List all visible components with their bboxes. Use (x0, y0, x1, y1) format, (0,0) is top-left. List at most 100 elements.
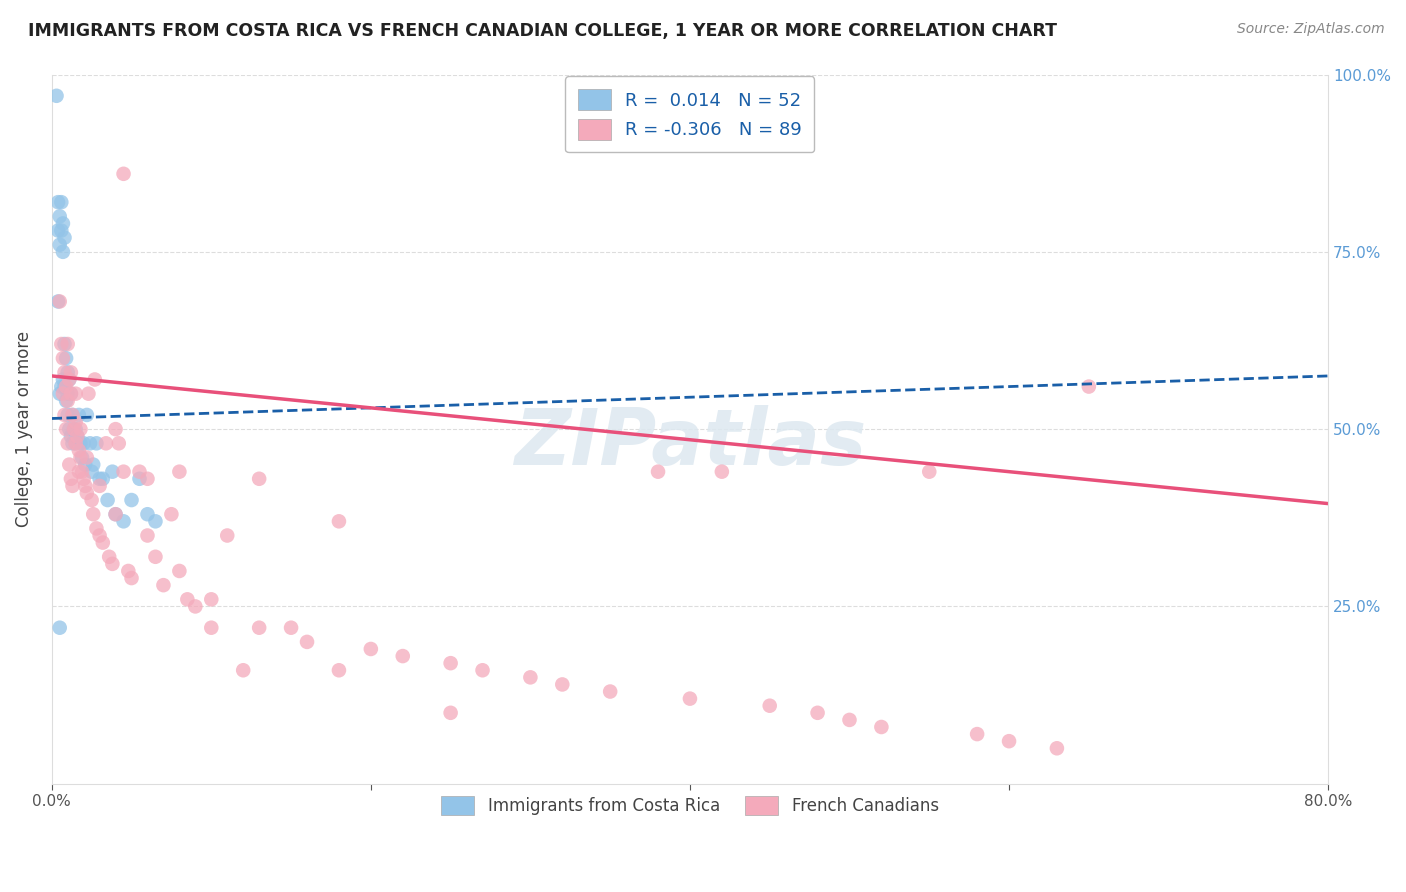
Point (48, 294, 70, 309)
Point (104, 507, 127, 521)
Point (121, 571, 143, 585)
Point (51, 379, 73, 393)
Text: IMMIGRANTS FROM COSTA RICA VS FRENCH CANADIAN COLLEGE, 1 YEAR OR MORE CORRELATIO: IMMIGRANTS FROM COSTA RICA VS FRENCH CAN… (28, 22, 1057, 40)
Point (69, 450, 91, 465)
Point (152, 578, 174, 592)
Point (52, 217, 75, 231)
Point (439, 656, 461, 670)
Point (89, 479, 111, 493)
Point (1046, 741, 1069, 756)
Point (82, 507, 104, 521)
Point (65, 386, 87, 401)
Point (56, 386, 79, 401)
Point (247, 472, 270, 486)
Point (62, 408, 84, 422)
Point (45, 88, 67, 103)
Point (551, 677, 574, 691)
Point (145, 549, 167, 564)
Point (160, 507, 183, 521)
Point (112, 167, 135, 181)
Legend: Immigrants from Costa Rica, French Canadians: Immigrants from Costa Rica, French Canad… (432, 786, 949, 825)
Point (65, 436, 87, 450)
Point (519, 670, 541, 684)
Point (55, 393, 77, 408)
Point (145, 514, 167, 528)
Point (62, 436, 84, 450)
Point (79, 436, 101, 450)
Point (67, 408, 90, 422)
Point (136, 472, 159, 486)
Point (48, 621, 70, 635)
Point (200, 592, 222, 607)
Point (73, 436, 96, 450)
Point (966, 727, 988, 741)
Point (599, 684, 621, 698)
Point (98, 549, 121, 564)
Point (56, 393, 79, 408)
Point (101, 557, 124, 571)
Point (76, 486, 98, 500)
Point (86, 521, 108, 535)
Point (56, 365, 79, 379)
Point (55, 422, 77, 436)
Point (75, 479, 97, 493)
Point (53, 337, 76, 351)
Point (69, 422, 91, 436)
Point (838, 713, 860, 727)
Point (107, 436, 129, 450)
Point (136, 528, 159, 542)
Point (328, 514, 350, 528)
Point (104, 507, 127, 521)
Point (62, 408, 84, 422)
Point (112, 465, 135, 479)
Point (58, 372, 80, 386)
Point (200, 621, 222, 635)
Point (391, 649, 413, 664)
Point (280, 621, 302, 635)
Point (53, 408, 76, 422)
Point (169, 564, 191, 578)
Point (53, 230, 76, 244)
Point (62, 479, 84, 493)
Point (51, 337, 73, 351)
Point (52, 244, 75, 259)
Y-axis label: College, 1 year or more: College, 1 year or more (15, 331, 32, 527)
Point (710, 465, 733, 479)
Point (46, 195, 69, 210)
Point (439, 706, 461, 720)
Point (295, 635, 318, 649)
Point (184, 599, 207, 614)
Point (48, 237, 70, 252)
Point (58, 458, 80, 472)
Point (53, 365, 76, 379)
Point (647, 465, 669, 479)
Point (59, 472, 82, 486)
Point (56, 408, 79, 422)
Text: Source: ZipAtlas.com: Source: ZipAtlas.com (1237, 22, 1385, 37)
Point (58, 372, 80, 386)
Point (69, 436, 91, 450)
Point (83, 372, 105, 386)
Point (46, 294, 69, 309)
Point (1077, 379, 1099, 393)
Point (70, 450, 93, 465)
Point (53, 379, 76, 393)
Point (870, 720, 893, 734)
Point (52, 351, 75, 366)
Point (59, 386, 82, 401)
Point (80, 465, 103, 479)
Point (89, 528, 111, 542)
Point (806, 706, 828, 720)
Point (80, 493, 103, 508)
Point (67, 465, 90, 479)
Point (104, 422, 127, 436)
Text: ZIPatlas: ZIPatlas (513, 405, 866, 482)
Point (65, 415, 87, 429)
Point (46, 223, 69, 237)
Point (56, 337, 79, 351)
Point (121, 493, 143, 508)
Point (217, 528, 239, 542)
Point (128, 472, 150, 486)
Point (59, 386, 82, 401)
Point (63, 422, 86, 436)
